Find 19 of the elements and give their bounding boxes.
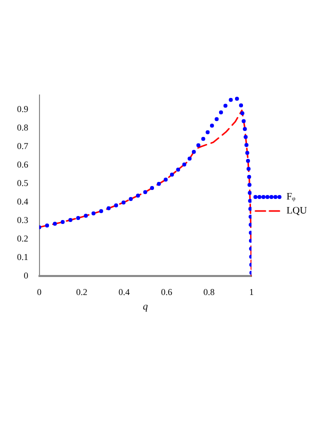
y-tick-label: 0.4 [17, 196, 29, 207]
y-tick-label: 0.3 [17, 215, 29, 226]
legend-label: LQU [286, 206, 308, 217]
y-tick-label: 0.1 [17, 252, 28, 262]
y-tick-label: 0.5 [17, 178, 29, 188]
x-tick-label: 0 [37, 286, 42, 297]
y-tick-label: 0.8 [17, 122, 29, 133]
x-tick-label: 0.4 [118, 286, 130, 297]
x-tick-label: 1 [249, 286, 254, 297]
legend-label: Fᵩ [286, 192, 296, 203]
x-axis-title: q [142, 302, 148, 313]
y-tick-label: 0.9 [17, 104, 29, 114]
x-tick-label: 0.6 [160, 286, 173, 297]
y-tick-label: 0 [24, 270, 29, 281]
x-tick-label: 0.2 [76, 286, 88, 297]
y-tick-label: 0.2 [17, 234, 28, 244]
y-tick-label: 0.6 [17, 160, 29, 170]
x-tick-label: 0.8 [203, 286, 216, 297]
y-tick-label: 0.7 [17, 141, 29, 152]
